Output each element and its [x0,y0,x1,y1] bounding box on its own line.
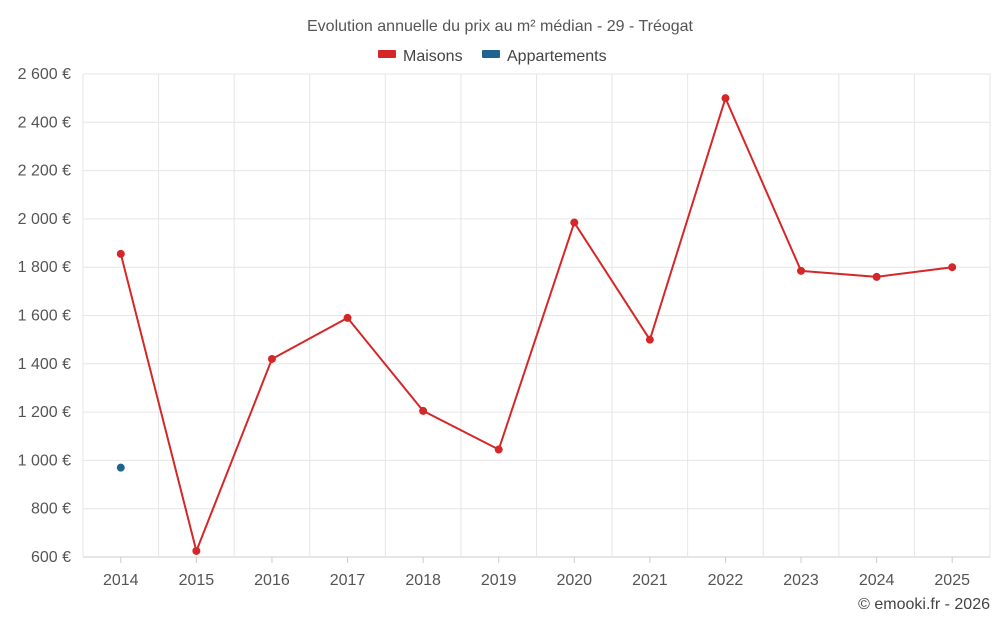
x-tick-label: 2018 [405,572,441,589]
y-tick-label: 800 € [31,501,71,518]
grid [82,73,991,558]
data-point-maisons-2014[interactable] [116,249,125,258]
x-tick-label: 2023 [783,572,819,589]
chart-title: Evolution annuelle du prix au m² médian … [307,18,694,35]
x-tick-label: 2022 [708,572,744,589]
series [116,94,957,555]
x-tick-label: 2024 [859,572,895,589]
legend: Maisons Appartements [378,48,607,65]
y-tick-label: 1 000 € [18,452,71,469]
y-tick-label: 2 400 € [18,114,71,131]
y-tick-label: 1 200 € [18,404,71,421]
data-point-maisons-2021[interactable] [645,335,654,344]
legend-item-appartements[interactable]: Appartements [482,48,607,65]
x-tick-label: 2016 [254,572,290,589]
data-point-maisons-2022[interactable] [721,94,730,103]
data-point-maisons-2015[interactable] [192,546,201,555]
series-line-maisons [119,97,953,552]
legend-label-appartements: Appartements [507,48,607,65]
x-tick-label: 2019 [481,572,517,589]
x-tick-label: 2025 [934,572,970,589]
legend-item-maisons[interactable]: Maisons [378,48,463,65]
series-maisons [116,94,957,555]
credit-text: © emooki.fr - 2026 [858,596,990,613]
data-point-maisons-2016[interactable] [267,354,276,363]
data-point-maisons-2025[interactable] [948,263,957,272]
y-tick-label: 1 600 € [18,308,71,325]
x-axis-ticks: 2014 2015 2016 2017 2018 2019 2020 2021 2022 2023… [103,557,970,589]
legend-label-maisons: Maisons [403,48,463,65]
data-point-maisons-2018[interactable] [419,406,428,415]
x-tick-label: 2015 [179,572,215,589]
data-point-maisons-2017[interactable] [343,313,352,322]
x-tick-label: 2014 [103,572,139,589]
y-tick-label: 600 € [31,549,71,566]
data-point-maisons-2020[interactable] [570,218,579,227]
y-axis-ticks: 600 € 800 € 1 000 € 1 200 € 1 400 € 1 600 € 1 … [18,66,71,566]
y-tick-label: 1 800 € [18,259,71,276]
data-point-maisons-2019[interactable] [494,445,503,454]
x-tick-label: 2017 [330,572,366,589]
series-appartements [116,463,125,472]
y-tick-label: 1 400 € [18,356,71,373]
y-tick-label: 2 200 € [18,163,71,180]
y-tick-label: 2 000 € [18,211,71,228]
x-tick-label: 2021 [632,572,668,589]
legend-swatch-appartements [482,50,500,58]
data-point-maisons-2023[interactable] [797,266,806,275]
legend-swatch-maisons [378,50,396,58]
x-tick-label: 2020 [556,572,592,589]
y-tick-label: 2 600 € [18,66,71,83]
data-point-appartements-2014[interactable] [116,463,125,472]
data-point-maisons-2024[interactable] [872,272,881,281]
